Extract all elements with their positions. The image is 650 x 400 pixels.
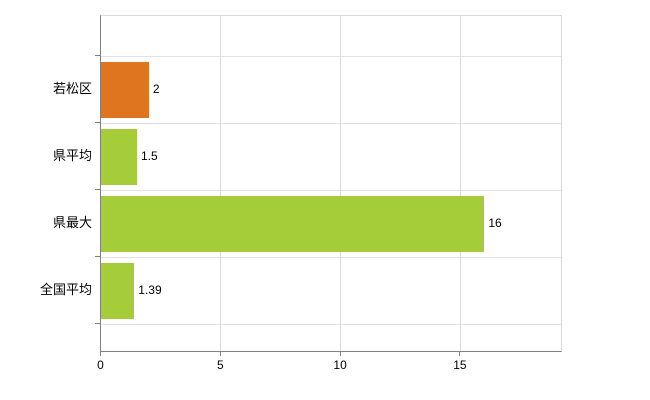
x-gridline [340, 16, 342, 351]
y-gridline [101, 122, 561, 124]
y-tick-mark [95, 122, 100, 123]
x-tick-mark [100, 351, 101, 356]
bar-value-label: 16 [488, 215, 502, 230]
x-tick-label: 5 [216, 358, 224, 372]
category-label: 全国平均 [39, 281, 92, 297]
x-tick-label: 15 [453, 358, 467, 372]
bar-value-label: 2 [152, 81, 160, 96]
y-tick-mark [95, 55, 100, 56]
y-tick-mark [95, 189, 100, 190]
bar-value-label: 1.39 [138, 282, 162, 297]
x-tick-mark [219, 351, 221, 356]
x-tick-mark [339, 351, 341, 356]
y-gridline [101, 256, 561, 258]
y-gridline [101, 55, 561, 57]
x-tick-label: 10 [333, 358, 347, 372]
x-gridline [459, 16, 461, 351]
x-tick-label: 0 [97, 358, 104, 372]
y-tick-mark [95, 323, 100, 324]
x-gridline [220, 16, 222, 351]
bar-2 [101, 128, 137, 185]
category-label: 県平均 [52, 147, 92, 163]
y-tick-mark [95, 256, 100, 257]
y-gridline [101, 189, 561, 191]
bar-4 [101, 262, 135, 319]
category-label: 県最大 [52, 214, 92, 230]
y-gridline [101, 323, 561, 325]
category-label: 若松区 [52, 80, 92, 96]
bar-value-label: 1.5 [140, 148, 158, 163]
bar-1 [101, 61, 149, 118]
plot-area [100, 15, 562, 352]
bar-3 [101, 195, 485, 252]
x-tick-mark [459, 351, 461, 356]
